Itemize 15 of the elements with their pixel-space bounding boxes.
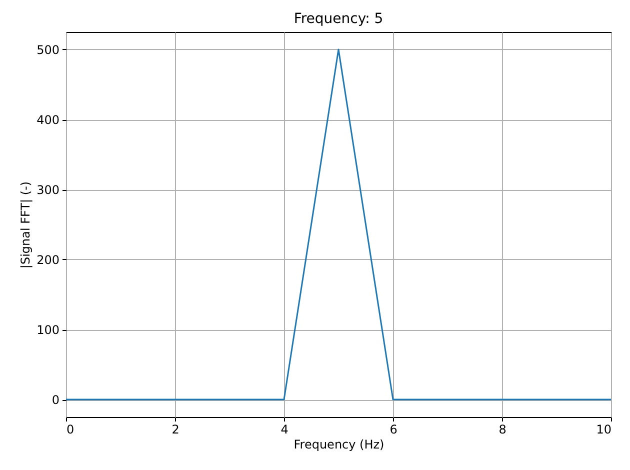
y-tick-label: 300 (36, 183, 60, 197)
y-tick-label: 0 (52, 393, 60, 407)
x-tick-label: 0 (66, 422, 74, 436)
x-tick-label: 2 (172, 422, 180, 436)
y-tick-label: 100 (36, 323, 60, 337)
y-axis-title: |Signal FFT| (-) (18, 181, 33, 269)
y-tick-label: 200 (36, 253, 60, 267)
y-tick-label: 400 (36, 113, 60, 127)
chart-title: Frequency: 5 (294, 11, 384, 27)
x-tick-label: 10 (596, 422, 612, 436)
x-tick-label: 6 (390, 422, 398, 436)
y-tick-label: 500 (36, 43, 60, 57)
x-tick-label: 8 (498, 422, 506, 436)
x-axis-title: Frequency (Hz) (294, 438, 384, 452)
x-tick-label: 4 (280, 422, 288, 436)
